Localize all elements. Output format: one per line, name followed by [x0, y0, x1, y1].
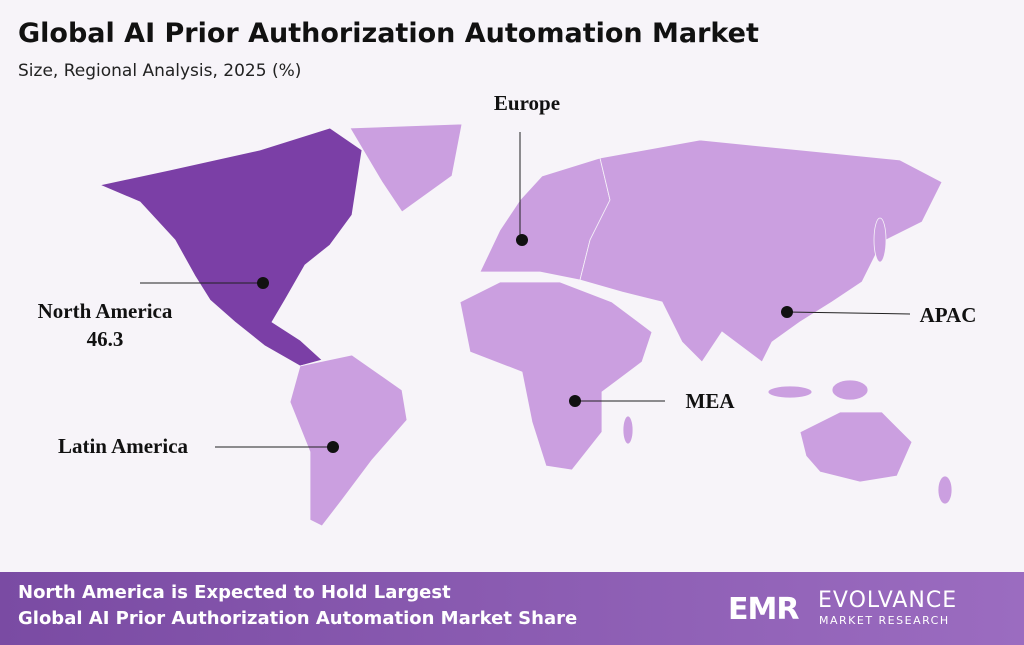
pointer-dot [516, 234, 528, 246]
asia-shape [579, 139, 943, 363]
region-value: 46.3 [87, 327, 124, 351]
subtitle: Size, Regional Analysis, 2025 (%) [18, 61, 301, 81]
australia-shape [799, 411, 913, 483]
latin-america-shape [289, 354, 408, 527]
region-label: Europe [494, 91, 560, 115]
footer-line: North America is Expected to Hold Larges… [18, 582, 451, 603]
logo-tagline: MARKET RESEARCH [819, 614, 950, 627]
pointer-dot [569, 395, 581, 407]
logo-name: EVOLVANCE [818, 588, 957, 613]
island-shape [767, 385, 813, 399]
world-map [98, 123, 953, 527]
region-label: MEA [686, 389, 736, 413]
footer-line: Global AI Prior Authorization Automation… [18, 608, 577, 629]
north-america-shape [98, 127, 363, 367]
island-shape [622, 415, 634, 445]
pointer-dot [257, 277, 269, 289]
africa-shape [459, 281, 653, 471]
pointer-dot [327, 441, 339, 453]
island-shape [873, 217, 887, 263]
pointers: Europe North America 46.3 APAC MEA Latin… [38, 91, 977, 458]
region-label: APAC [920, 303, 977, 327]
region-label: North America [38, 299, 173, 323]
pointer-line [786, 311, 911, 315]
island-shape [831, 379, 869, 401]
logo-mark: EMR [728, 592, 799, 627]
title: Global AI Prior Authorization Automation… [18, 18, 759, 49]
pointer-dot [781, 306, 793, 318]
region-label: Latin America [58, 434, 189, 458]
island-shape [937, 475, 953, 505]
footer-band [0, 572, 1024, 645]
greenland-shape [349, 123, 463, 213]
